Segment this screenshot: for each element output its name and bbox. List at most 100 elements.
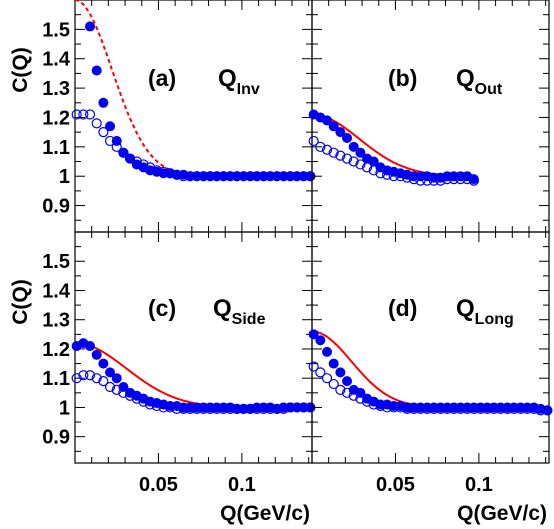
data-point-open [291, 171, 303, 182]
data-point-open [502, 403, 513, 415]
data-point-open [124, 153, 136, 164]
y-tick-label: 1.2 [42, 339, 70, 361]
data-point-open [542, 405, 553, 416]
data-point-open [382, 169, 393, 180]
data-point-open [468, 175, 479, 186]
data-point-open [118, 147, 129, 158]
data-point-open [271, 171, 283, 182]
data-point-open [211, 171, 222, 182]
data-point-open [348, 390, 359, 401]
data-point-open [388, 171, 399, 182]
fit-curve [75, 0, 312, 178]
q-variable-label: QLong [456, 295, 514, 328]
data-point-filled [315, 335, 326, 346]
data-point-open [238, 171, 249, 182]
x-tick-label: 0.05 [376, 474, 415, 496]
data-point-open [455, 403, 466, 415]
data-point-open [341, 153, 353, 164]
data-point-open [442, 174, 453, 185]
data-point-open [98, 376, 109, 387]
data-point-open [428, 175, 439, 186]
data-point-open [402, 403, 413, 415]
data-point-open [104, 381, 116, 393]
data-point-open [265, 171, 276, 182]
data-point-open [258, 171, 269, 182]
panel-frame [311, 231, 550, 464]
data-point-open [225, 403, 236, 415]
data-point-open [422, 403, 433, 415]
data-point-open [245, 171, 256, 182]
data-point-open [361, 396, 373, 407]
x-axis-title: Q(GeV/c) [457, 502, 547, 525]
data-point-filled [342, 133, 353, 144]
data-point-open [151, 165, 162, 176]
x-axis-title: Q(GeV/c) [220, 502, 310, 525]
data-point-open [395, 402, 406, 413]
data-point-filled [328, 121, 339, 132]
data-point-open [488, 403, 500, 415]
data-point-filled [105, 367, 116, 378]
panel-b: (b) QOut [308, 0, 550, 233]
data-point-open [298, 402, 309, 413]
data-point-open [171, 403, 182, 415]
data-point-open [415, 403, 426, 415]
y-tick-label: 1.3 [42, 78, 70, 100]
data-point-filled [348, 141, 359, 152]
y-tick-label: 1.1 [42, 368, 70, 390]
data-point-open [198, 171, 209, 182]
q-subscript: Side [232, 311, 266, 328]
y-tick-label: 1 [59, 166, 70, 188]
data-point-open [415, 175, 426, 186]
data-point-open [98, 127, 109, 138]
data-point-open [251, 403, 263, 415]
data-point-filled [355, 147, 366, 158]
data-point-open [231, 171, 242, 182]
data-point-filled [322, 346, 333, 357]
data-point-open [422, 175, 433, 186]
data-point-open [238, 403, 249, 415]
data-point-open [191, 403, 202, 415]
data-point-open [218, 171, 229, 182]
data-point-open [258, 403, 269, 415]
data-point-open [131, 156, 142, 167]
data-point-open [165, 168, 176, 179]
data-point-filled [328, 358, 339, 369]
data-point-open [205, 171, 216, 182]
data-point-open [178, 171, 189, 182]
data-point-open [231, 403, 242, 415]
data-point-open [435, 403, 446, 415]
data-point-open [171, 169, 182, 180]
data-point-open [118, 387, 129, 398]
data-point-open [145, 162, 156, 173]
data-point-open [124, 390, 136, 401]
x-tick-label: 0.1 [228, 474, 256, 496]
data-point-open [375, 400, 386, 412]
y-tick-label: 0.9 [42, 427, 70, 449]
data-point-filled [335, 127, 346, 138]
y-axis-title: C(Q) [9, 279, 32, 325]
data-point-open [335, 384, 346, 395]
data-point-open [395, 171, 406, 182]
data-point-open [308, 135, 319, 147]
data-point-open [178, 403, 189, 415]
data-point-open [315, 367, 326, 378]
data-point-open [165, 402, 176, 413]
data-point-filled [98, 358, 109, 369]
data-point-open [408, 174, 419, 185]
data-point-open [138, 396, 149, 407]
data-point-open [151, 400, 162, 412]
data-point-open [138, 159, 149, 170]
data-point-open [475, 403, 486, 415]
y-tick-label: 1.4 [42, 49, 71, 71]
data-point-open [278, 403, 289, 415]
y-tick-label: 0.9 [42, 196, 70, 218]
data-point-open [225, 171, 236, 182]
data-point-open [71, 109, 82, 120]
data-point-open [448, 403, 459, 415]
data-point-open [251, 171, 263, 182]
q-subscript: Out [475, 81, 503, 98]
panel-a: 0.9 1 1.1 1.2 1.3 1.4 1.5 C(Q) (a) QInv [9, 0, 316, 233]
data-point-open [265, 403, 276, 415]
data-point-open [448, 174, 459, 185]
data-point-open [495, 403, 506, 415]
